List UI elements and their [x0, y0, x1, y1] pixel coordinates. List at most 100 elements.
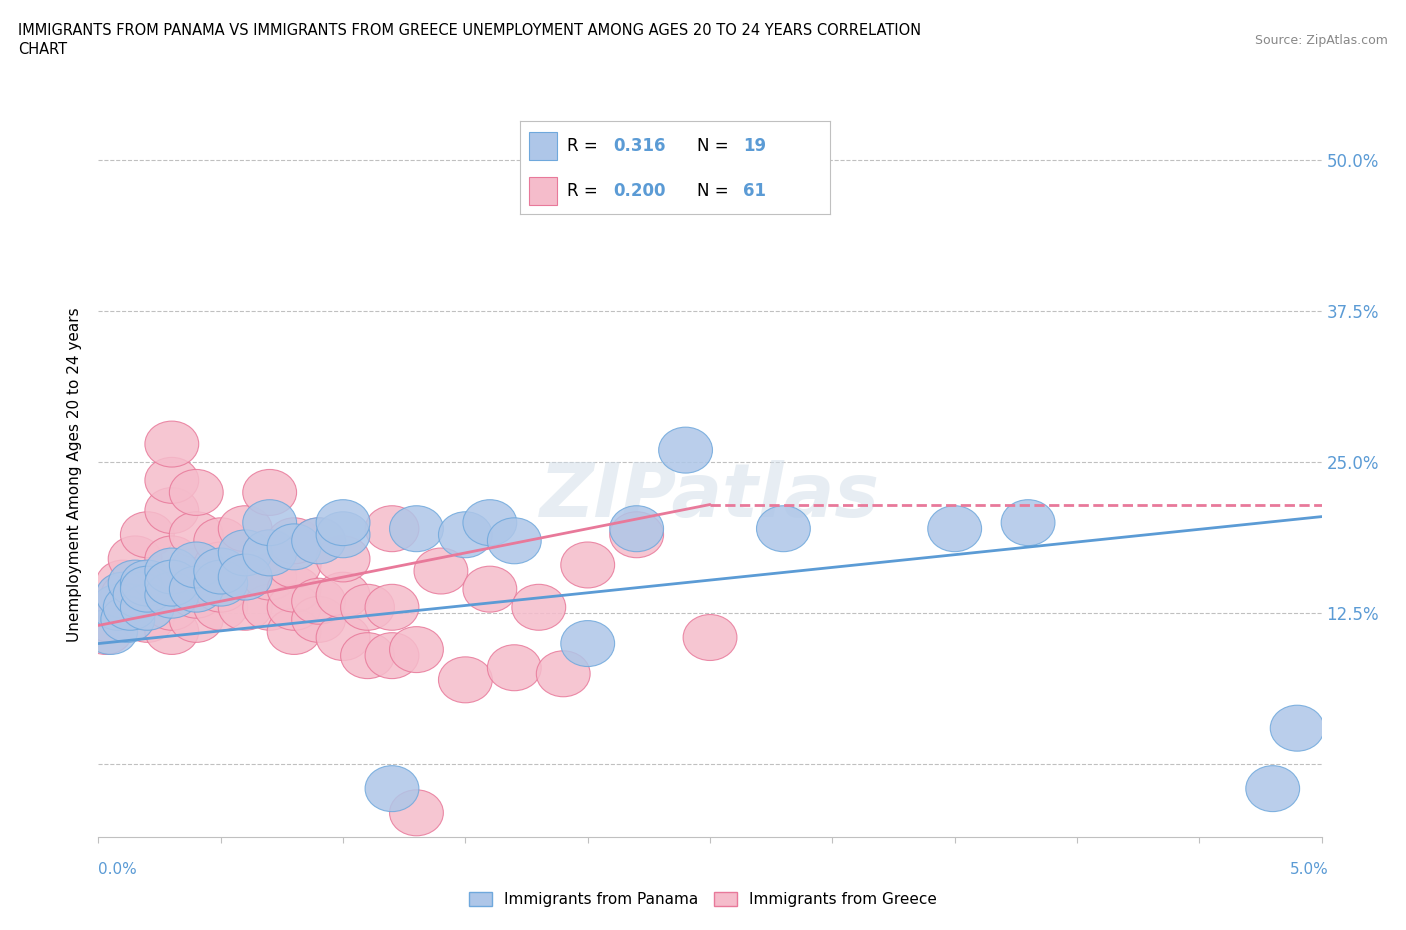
- Ellipse shape: [218, 584, 273, 631]
- Ellipse shape: [267, 608, 321, 655]
- Ellipse shape: [169, 566, 224, 612]
- Text: IMMIGRANTS FROM PANAMA VS IMMIGRANTS FROM GREECE UNEMPLOYMENT AMONG AGES 20 TO 2: IMMIGRANTS FROM PANAMA VS IMMIGRANTS FRO…: [18, 23, 921, 38]
- Ellipse shape: [169, 470, 224, 515]
- Ellipse shape: [121, 596, 174, 643]
- Y-axis label: Unemployment Among Ages 20 to 24 years: Unemployment Among Ages 20 to 24 years: [67, 307, 83, 642]
- Ellipse shape: [218, 554, 273, 600]
- Ellipse shape: [389, 627, 443, 672]
- Ellipse shape: [439, 657, 492, 703]
- Ellipse shape: [169, 548, 224, 594]
- Ellipse shape: [561, 542, 614, 588]
- Ellipse shape: [267, 566, 321, 612]
- Ellipse shape: [340, 584, 395, 631]
- Ellipse shape: [316, 572, 370, 618]
- Ellipse shape: [243, 530, 297, 576]
- Ellipse shape: [145, 560, 198, 606]
- Ellipse shape: [145, 458, 198, 503]
- Ellipse shape: [267, 584, 321, 631]
- Ellipse shape: [84, 596, 138, 643]
- Ellipse shape: [316, 499, 370, 546]
- Ellipse shape: [243, 584, 297, 631]
- Ellipse shape: [610, 506, 664, 551]
- Ellipse shape: [96, 560, 150, 606]
- Ellipse shape: [145, 608, 198, 655]
- Ellipse shape: [243, 530, 297, 576]
- Ellipse shape: [488, 644, 541, 691]
- FancyBboxPatch shape: [530, 132, 557, 160]
- Ellipse shape: [169, 512, 224, 558]
- Ellipse shape: [243, 554, 297, 600]
- Ellipse shape: [1001, 499, 1054, 546]
- Ellipse shape: [218, 506, 273, 551]
- Ellipse shape: [291, 596, 346, 643]
- Text: Source: ZipAtlas.com: Source: ZipAtlas.com: [1254, 34, 1388, 47]
- Ellipse shape: [145, 566, 198, 612]
- Ellipse shape: [316, 615, 370, 660]
- Text: R =: R =: [567, 137, 603, 155]
- Text: R =: R =: [567, 181, 603, 200]
- Ellipse shape: [267, 542, 321, 588]
- Ellipse shape: [366, 506, 419, 551]
- Ellipse shape: [291, 518, 346, 564]
- Ellipse shape: [561, 620, 614, 667]
- Ellipse shape: [194, 548, 247, 594]
- Ellipse shape: [463, 499, 517, 546]
- Ellipse shape: [96, 584, 150, 631]
- Ellipse shape: [389, 506, 443, 551]
- Text: 0.0%: 0.0%: [98, 862, 138, 877]
- Ellipse shape: [488, 518, 541, 564]
- Ellipse shape: [121, 584, 174, 631]
- Ellipse shape: [145, 584, 198, 631]
- Text: ZIPatlas: ZIPatlas: [540, 459, 880, 533]
- Ellipse shape: [121, 566, 174, 612]
- Ellipse shape: [84, 608, 138, 655]
- Ellipse shape: [218, 554, 273, 600]
- Text: CHART: CHART: [18, 42, 67, 57]
- Ellipse shape: [389, 790, 443, 836]
- Ellipse shape: [121, 584, 174, 631]
- Ellipse shape: [96, 572, 150, 618]
- Ellipse shape: [512, 584, 565, 631]
- Ellipse shape: [79, 608, 132, 655]
- Text: 0.316: 0.316: [613, 137, 665, 155]
- Ellipse shape: [194, 584, 247, 631]
- Text: 19: 19: [742, 137, 766, 155]
- Text: N =: N =: [696, 137, 734, 155]
- Text: 0.200: 0.200: [613, 181, 665, 200]
- Ellipse shape: [121, 560, 174, 606]
- Ellipse shape: [103, 584, 157, 631]
- Ellipse shape: [218, 530, 273, 576]
- FancyBboxPatch shape: [530, 177, 557, 205]
- Text: 5.0%: 5.0%: [1289, 862, 1329, 877]
- Text: 61: 61: [742, 181, 766, 200]
- Ellipse shape: [610, 512, 664, 558]
- Ellipse shape: [267, 524, 321, 570]
- Ellipse shape: [683, 615, 737, 660]
- Ellipse shape: [145, 572, 198, 618]
- Ellipse shape: [463, 566, 517, 612]
- Ellipse shape: [121, 512, 174, 558]
- Ellipse shape: [756, 506, 810, 551]
- Legend: Immigrants from Panama, Immigrants from Greece: Immigrants from Panama, Immigrants from …: [463, 885, 943, 913]
- Ellipse shape: [194, 560, 247, 606]
- Ellipse shape: [145, 536, 198, 582]
- Ellipse shape: [439, 512, 492, 558]
- Ellipse shape: [194, 518, 247, 564]
- Ellipse shape: [340, 632, 395, 679]
- Ellipse shape: [91, 584, 145, 631]
- Ellipse shape: [169, 572, 224, 618]
- Ellipse shape: [121, 566, 174, 612]
- Ellipse shape: [169, 596, 224, 643]
- Ellipse shape: [101, 596, 155, 643]
- Ellipse shape: [413, 548, 468, 594]
- Ellipse shape: [658, 427, 713, 473]
- Ellipse shape: [1246, 765, 1299, 812]
- Ellipse shape: [145, 487, 198, 534]
- Ellipse shape: [112, 572, 167, 618]
- Ellipse shape: [101, 572, 155, 618]
- Ellipse shape: [194, 542, 247, 588]
- Ellipse shape: [1270, 705, 1324, 751]
- Ellipse shape: [291, 578, 346, 624]
- Ellipse shape: [291, 518, 346, 564]
- Ellipse shape: [316, 512, 370, 558]
